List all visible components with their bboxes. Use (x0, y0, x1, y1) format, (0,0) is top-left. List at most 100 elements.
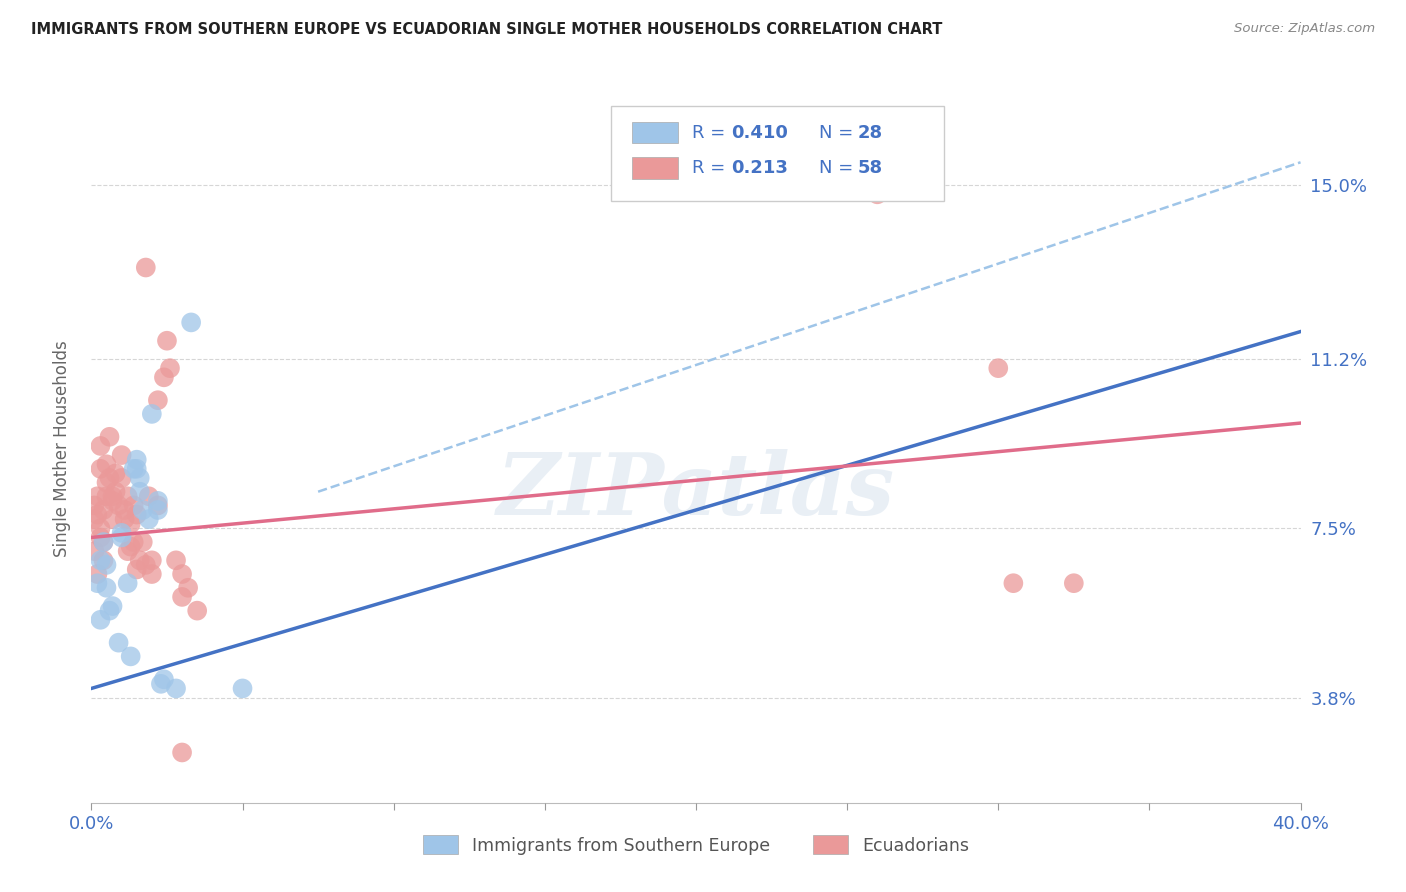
Text: N =: N = (820, 124, 859, 142)
Point (128, 484, 150, 499)
Point (93, 503, 115, 517)
Point (231, 681, 253, 696)
FancyBboxPatch shape (612, 106, 943, 202)
Point (101, 599, 124, 613)
Point (153, 370, 176, 384)
Point (132, 503, 155, 517)
Point (89, 462, 111, 476)
Point (96, 489, 118, 503)
Point (138, 489, 160, 503)
Point (86, 576, 108, 591)
Point (93, 553, 115, 567)
FancyBboxPatch shape (631, 158, 678, 178)
Point (96, 558, 118, 572)
Point (120, 540, 142, 554)
Text: IMMIGRANTS FROM SOUTHERN EUROPE VS ECUADORIAN SINGLE MOTHER HOUSEHOLDS CORRELATI: IMMIGRANTS FROM SOUTHERN EUROPE VS ECUAD… (31, 22, 942, 37)
Point (104, 484, 127, 499)
Point (122, 462, 145, 476)
Point (83, 512, 105, 526)
Text: ZIPatlas: ZIPatlas (496, 449, 896, 533)
Point (120, 649, 142, 664)
Y-axis label: Single Mother Households: Single Mother Households (52, 340, 70, 557)
Point (172, 746, 194, 760)
Point (141, 407, 163, 421)
Point (96, 457, 118, 471)
Text: 0.410: 0.410 (731, 124, 787, 142)
Point (153, 673, 176, 687)
Point (83, 499, 105, 513)
Text: R =: R = (692, 159, 731, 178)
Legend: Immigrants from Southern Europe, Ecuadorians: Immigrants from Southern Europe, Ecuador… (416, 829, 976, 862)
Point (128, 471, 150, 485)
Text: 0.213: 0.213 (731, 159, 787, 178)
Point (98, 471, 121, 485)
Point (122, 535, 145, 549)
FancyBboxPatch shape (631, 122, 678, 144)
Point (172, 590, 194, 604)
Point (86, 489, 108, 503)
Point (89, 553, 111, 567)
Point (135, 558, 157, 572)
Point (146, 393, 169, 408)
Point (866, 187, 889, 202)
Point (125, 462, 148, 476)
Point (122, 499, 145, 513)
Point (86, 567, 108, 582)
Point (146, 493, 169, 508)
Point (107, 499, 129, 513)
Point (111, 471, 132, 485)
Point (93, 535, 115, 549)
Point (98, 604, 121, 618)
Text: N =: N = (820, 159, 859, 178)
Point (86, 508, 108, 522)
Point (114, 503, 136, 517)
Point (101, 512, 124, 526)
Point (96, 581, 118, 595)
Point (149, 677, 172, 691)
Point (111, 525, 132, 540)
Point (89, 521, 111, 535)
Point (125, 508, 148, 522)
Text: 58: 58 (858, 159, 883, 178)
Point (159, 361, 181, 376)
Point (101, 489, 124, 503)
Point (83, 544, 105, 558)
Point (165, 681, 187, 696)
Point (117, 544, 139, 558)
Point (128, 553, 150, 567)
Point (165, 553, 187, 567)
Text: R =: R = (692, 124, 731, 142)
Point (96, 475, 118, 490)
Point (98, 430, 121, 444)
Point (117, 489, 139, 503)
Point (125, 562, 148, 576)
Point (111, 531, 132, 545)
Point (146, 499, 169, 513)
Point (132, 535, 155, 549)
Point (177, 581, 200, 595)
Point (1002, 576, 1025, 591)
Point (156, 334, 179, 348)
Point (101, 493, 124, 508)
Point (141, 567, 163, 582)
Point (180, 315, 202, 329)
Point (138, 512, 160, 526)
Point (186, 604, 208, 618)
Point (125, 452, 148, 467)
Point (107, 635, 129, 649)
Point (172, 567, 194, 582)
Point (104, 467, 127, 481)
Text: 28: 28 (858, 124, 883, 142)
Point (111, 448, 132, 462)
Point (135, 260, 157, 275)
Point (141, 553, 163, 567)
Point (987, 361, 1010, 376)
Point (120, 516, 142, 531)
Point (89, 613, 111, 627)
Point (114, 512, 136, 526)
Point (146, 503, 169, 517)
Point (1063, 576, 1085, 591)
Point (89, 439, 111, 453)
Point (93, 535, 115, 549)
Point (89, 531, 111, 545)
